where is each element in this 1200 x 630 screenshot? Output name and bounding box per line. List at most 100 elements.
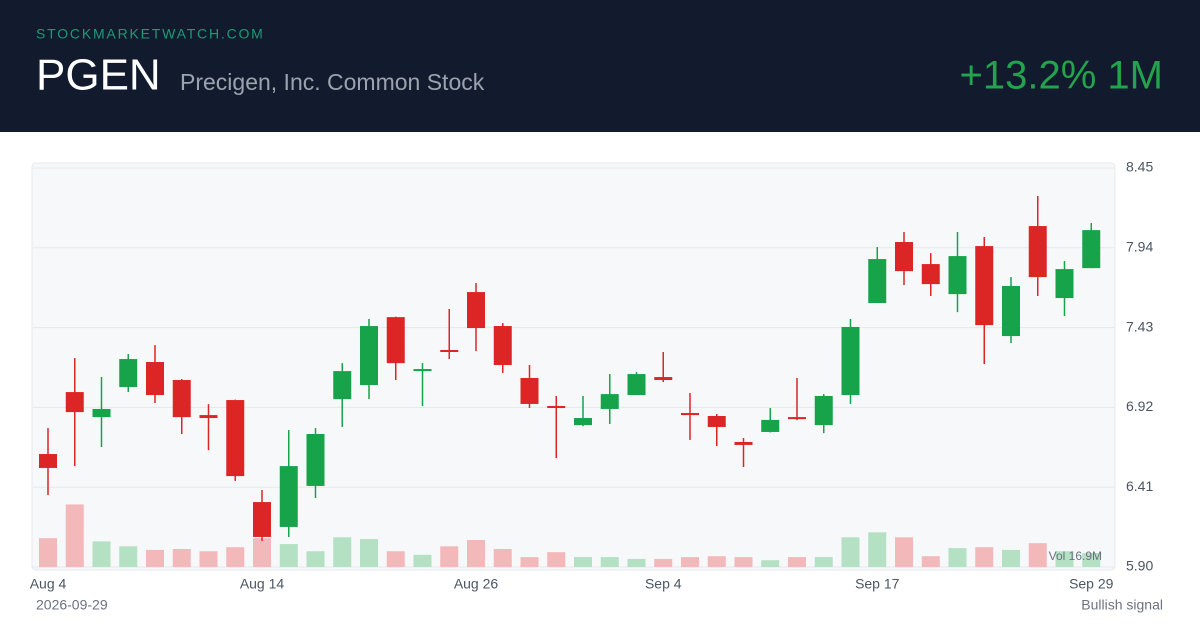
chart-panel [31,162,1116,571]
volume-bar [226,547,245,567]
volume-bar [360,539,378,567]
candle-body [146,362,164,396]
volume-bar [333,537,352,567]
change: +13.2% 1M [960,54,1163,98]
volume-bar [386,551,405,567]
candle-body [493,326,512,365]
candle-body [734,441,753,445]
candle-body [440,349,459,353]
candle-body [654,377,673,381]
volume-bar [734,557,753,567]
company-name: Precigen, Inc. Common Stock [180,69,485,95]
candle-body [627,374,646,396]
x-tick-label: Sep 29 [1069,576,1114,592]
x-tick-label: Aug 26 [454,576,499,592]
volume-bar [654,558,673,567]
candle-body [921,264,940,285]
candle-body [520,377,539,404]
volume-bar [92,541,111,567]
volume-bar [39,538,57,567]
volume-bar [814,557,833,567]
volume-bar [921,556,940,567]
volume-bar [440,546,459,567]
volume-bar [707,556,726,567]
volume-bar [895,537,913,567]
footer-date: 2026-09-29 [36,597,108,613]
volume-label: Vol 16.9M [1049,549,1102,563]
volume-bar [788,557,806,567]
candle-body [333,371,352,400]
candle-body [279,466,298,527]
candle-body [761,419,780,432]
volume-bar [1055,551,1074,567]
volume-bar [146,549,164,567]
volume-bar [493,549,512,567]
candle-body [199,415,218,419]
footer-signal: Bullish signal [1081,597,1163,613]
volume-bar [279,544,298,567]
volume-bar [65,504,84,567]
x-tick-label: Sep 4 [645,576,682,592]
candle-body [975,246,994,326]
candle-body [253,502,271,537]
volume-bar [119,546,138,567]
candle-body [65,392,84,413]
volume-bar [547,552,566,567]
ticker: PGEN [36,51,161,100]
candle-body [707,416,726,427]
candle-body [895,242,913,272]
header-bg [0,0,1200,132]
candle-body [226,400,245,477]
candle-body [1002,285,1020,337]
x-tick-label: Aug 4 [30,576,67,592]
volume-bar [1028,543,1047,567]
volume-bar [253,538,271,567]
x-tick-label: Sep 17 [855,576,900,592]
candle-body [360,326,378,386]
volume-bar [467,540,485,567]
candle-body [1082,230,1101,269]
candle-body [600,394,619,409]
candle-body [788,417,806,420]
candle-body [39,454,57,468]
brand: STOCKMARKETWATCH.COM [36,26,265,42]
candle-body [574,418,592,426]
candle-body [948,256,967,295]
volume-bar [520,557,539,567]
volume-bar [574,557,592,567]
volume-bar [948,548,967,567]
candle-body [681,413,699,416]
candle-body [386,317,405,364]
volume-bar [868,532,887,567]
candle-body [841,326,860,396]
y-tick-label: 5.90 [1126,558,1153,574]
y-tick-label: 6.41 [1126,478,1153,494]
volume-bar [1002,549,1020,567]
volume-bar [841,537,860,567]
candle-body [814,395,833,426]
candle-body [413,369,432,372]
volume-bar [306,551,325,567]
candle-body [547,405,566,409]
candle-body [119,359,138,388]
x-tick-label: Aug 14 [240,576,285,592]
candle-body [1028,226,1047,278]
y-tick-label: 6.92 [1126,398,1153,414]
candle-body [1055,269,1074,299]
candle-body [92,408,111,418]
volume-bar [413,554,432,567]
y-tick-label: 7.94 [1126,239,1153,255]
volume-bar [761,560,780,567]
volume-bar [172,549,191,567]
volume-bar [975,547,994,567]
volume-bar [681,557,699,567]
candle-body [868,259,887,304]
candle-body [467,292,485,329]
y-tick-label: 7.43 [1126,318,1153,334]
y-tick-label: 8.45 [1126,159,1153,175]
candle-body [306,434,325,486]
volume-bar [199,551,218,567]
volume-bar [1082,553,1101,567]
candle-body [172,380,191,418]
